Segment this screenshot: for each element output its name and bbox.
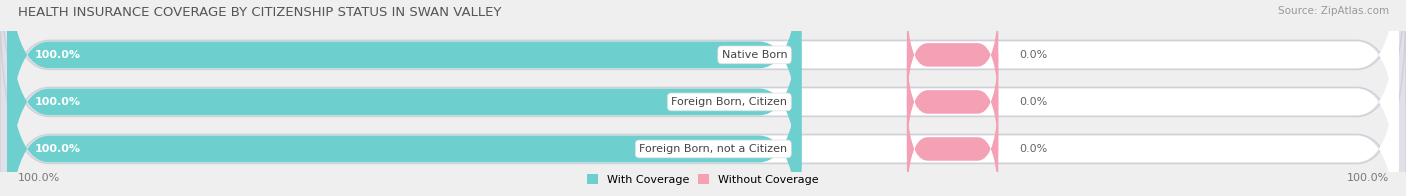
Text: 100.0%: 100.0% — [35, 144, 82, 154]
Text: Native Born: Native Born — [721, 50, 787, 60]
FancyBboxPatch shape — [7, 21, 801, 196]
Text: 100.0%: 100.0% — [35, 97, 82, 107]
Text: Source: ZipAtlas.com: Source: ZipAtlas.com — [1278, 6, 1389, 16]
FancyBboxPatch shape — [907, 90, 998, 196]
FancyBboxPatch shape — [907, 0, 998, 114]
FancyBboxPatch shape — [7, 0, 801, 196]
Text: 0.0%: 0.0% — [1019, 97, 1047, 107]
FancyBboxPatch shape — [7, 0, 801, 183]
Text: 100.0%: 100.0% — [35, 50, 82, 60]
Text: Foreign Born, not a Citizen: Foreign Born, not a Citizen — [640, 144, 787, 154]
Legend: With Coverage, Without Coverage: With Coverage, Without Coverage — [582, 170, 824, 189]
Text: 100.0%: 100.0% — [1347, 173, 1389, 183]
FancyBboxPatch shape — [907, 43, 998, 161]
FancyBboxPatch shape — [7, 21, 1399, 196]
Text: HEALTH INSURANCE COVERAGE BY CITIZENSHIP STATUS IN SWAN VALLEY: HEALTH INSURANCE COVERAGE BY CITIZENSHIP… — [18, 6, 502, 19]
Text: Foreign Born, Citizen: Foreign Born, Citizen — [671, 97, 787, 107]
Text: 0.0%: 0.0% — [1019, 144, 1047, 154]
Text: 100.0%: 100.0% — [18, 173, 60, 183]
Text: 0.0%: 0.0% — [1019, 50, 1047, 60]
FancyBboxPatch shape — [7, 0, 1399, 183]
FancyBboxPatch shape — [7, 0, 1399, 196]
